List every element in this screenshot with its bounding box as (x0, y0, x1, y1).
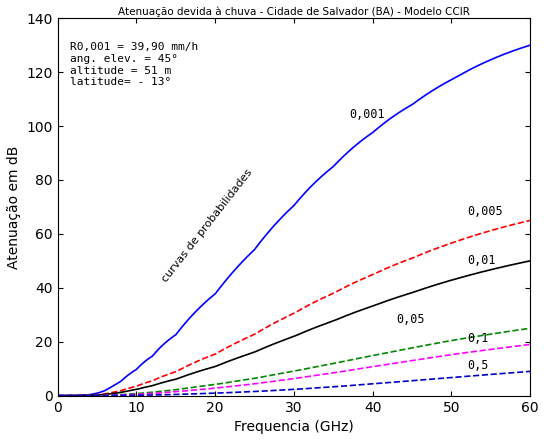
Y-axis label: Atenuação em dB: Atenuação em dB (7, 145, 21, 269)
Text: curvas de probabilidades: curvas de probabilidades (160, 168, 254, 284)
Text: 0,05: 0,05 (396, 313, 425, 326)
Text: R0,001 = 39,90 mm/h
ang. elev. = 45°
altitude = 51 m
latitude= - 13°: R0,001 = 39,90 mm/h ang. elev. = 45° alt… (69, 42, 198, 87)
Title: Atenuação devida à chuva - Cidade de Salvador (BA) - Modelo CCIR: Atenuação devida à chuva - Cidade de Sal… (118, 7, 470, 18)
Text: 0,01: 0,01 (467, 254, 496, 266)
Text: 0,5: 0,5 (467, 359, 489, 372)
Text: 0,001: 0,001 (349, 108, 385, 121)
Text: 0,005: 0,005 (467, 205, 503, 218)
X-axis label: Frequencia (GHz): Frequencia (GHz) (234, 420, 354, 434)
Text: 0,1: 0,1 (467, 332, 489, 345)
